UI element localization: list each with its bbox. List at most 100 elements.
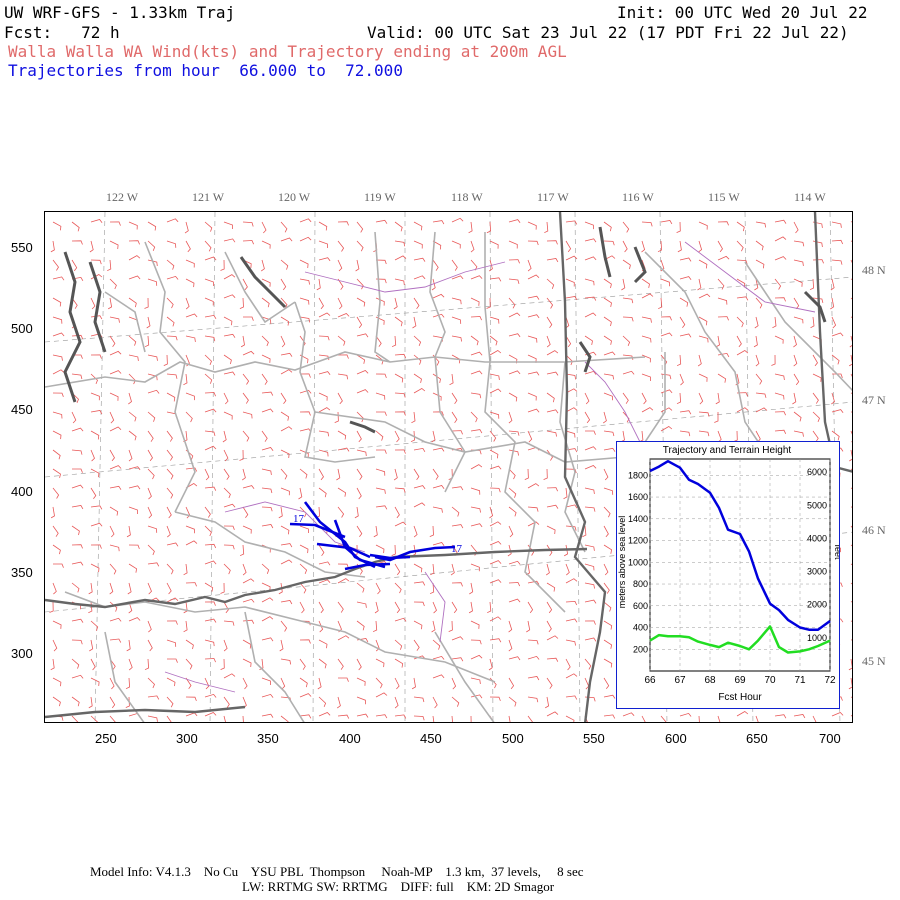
wind-barb	[585, 430, 596, 435]
wind-barb	[185, 696, 197, 702]
wind-barb	[451, 316, 462, 324]
wind-barb	[223, 639, 228, 652]
wind-barb	[375, 582, 381, 595]
wind-barb	[261, 447, 274, 451]
wind-barb	[451, 240, 461, 249]
x-tick-label: 67	[674, 675, 686, 686]
wind-barb	[565, 715, 575, 722]
wind-barb	[470, 240, 475, 253]
wind-barb	[223, 525, 235, 530]
wind-barb	[546, 316, 553, 329]
wind-barb	[660, 220, 673, 225]
wind-barb	[337, 278, 344, 290]
wind-barb	[603, 240, 615, 246]
wind-barb	[850, 411, 852, 413]
lon-label: 119 W	[364, 190, 396, 204]
wind-barb	[376, 411, 387, 416]
wind-barb	[508, 582, 521, 587]
wind-barb	[641, 240, 646, 253]
wind-barb	[470, 275, 483, 280]
wind-barb	[603, 601, 612, 612]
wind-barb	[223, 563, 231, 575]
wind-barb	[336, 696, 341, 709]
wind-barb	[622, 392, 629, 404]
wind-barb	[109, 221, 121, 226]
forecast-hour: Fcst: 72 h	[4, 23, 120, 42]
wind-barb	[299, 468, 308, 479]
wind-barb	[622, 712, 635, 717]
init-time: Init: 00 UTC Wed 20 Jul 22	[617, 3, 868, 22]
wind-barb	[736, 407, 749, 413]
lon-label: 118 W	[451, 190, 483, 204]
wind-barb	[527, 221, 537, 230]
wind-barb	[755, 430, 761, 443]
wind-barb	[508, 219, 521, 224]
wind-barb	[337, 297, 343, 310]
wind-barb	[603, 297, 612, 307]
wind-barb	[318, 658, 327, 669]
wind-barb	[715, 335, 720, 348]
wind-barb	[565, 600, 578, 606]
lon-label: 122 W	[106, 190, 139, 204]
wind-barb	[318, 312, 331, 318]
wind-barb	[622, 411, 630, 423]
wind-barb	[128, 240, 140, 245]
wind-barb	[698, 373, 708, 382]
wind-barb	[128, 297, 137, 308]
wind-barb	[394, 221, 403, 232]
wind-barb	[451, 506, 460, 517]
wind-barb	[318, 371, 331, 376]
wind-barb	[318, 696, 327, 708]
wind-barb	[755, 392, 767, 398]
wind-barb	[204, 543, 217, 549]
wind-barb	[831, 392, 835, 405]
wind-barb	[394, 658, 404, 668]
wind-barb	[489, 449, 499, 459]
wind-barb	[109, 582, 114, 595]
wind-barb	[71, 696, 80, 707]
wind-barb	[394, 373, 404, 383]
model-info: Model Info: V4.1.3 No Cu YSU PBL Thompso…	[90, 864, 584, 879]
trajectory-height-line	[649, 459, 831, 631]
wind-barb	[527, 392, 537, 401]
wind-barb	[52, 544, 61, 555]
wind-barb	[261, 468, 272, 475]
wind-barb	[147, 715, 158, 722]
wind-barb	[223, 371, 236, 376]
wind-barb	[144, 335, 150, 348]
wind-barb	[413, 485, 426, 490]
wind-barb	[52, 677, 62, 687]
wind-barb	[679, 712, 692, 717]
wind-barb	[411, 411, 416, 424]
wind-barb	[432, 293, 445, 299]
wind-barb	[299, 278, 310, 285]
wind-barb	[774, 411, 786, 416]
lat-label: 47 N	[862, 393, 886, 407]
county-borders	[45, 231, 852, 722]
wind-barb	[736, 316, 744, 328]
wind-barb	[375, 714, 388, 719]
lon-label: 120 W	[278, 190, 311, 204]
wind-barb	[432, 506, 443, 513]
wind-barb	[375, 468, 386, 476]
wind-barb	[565, 388, 578, 394]
wind-barb	[356, 430, 362, 443]
wind-barb	[565, 695, 578, 700]
wind-barb	[413, 502, 426, 508]
wind-barb	[508, 598, 521, 603]
wind-barb	[220, 259, 225, 271]
wind-barb	[71, 715, 79, 722]
wind-barb	[50, 240, 55, 253]
wind-barb	[527, 655, 540, 660]
wind-barb	[830, 278, 835, 291]
wind-barb	[223, 294, 236, 299]
wind-barb	[90, 677, 100, 686]
wind-barb	[679, 410, 692, 415]
wind-barb	[527, 521, 540, 527]
wind-barb	[394, 582, 402, 594]
wind-barb	[109, 658, 116, 670]
wind-barb	[375, 505, 388, 510]
wind-barb	[90, 658, 96, 671]
wind-barb	[261, 373, 268, 385]
wind-barb	[223, 354, 232, 365]
